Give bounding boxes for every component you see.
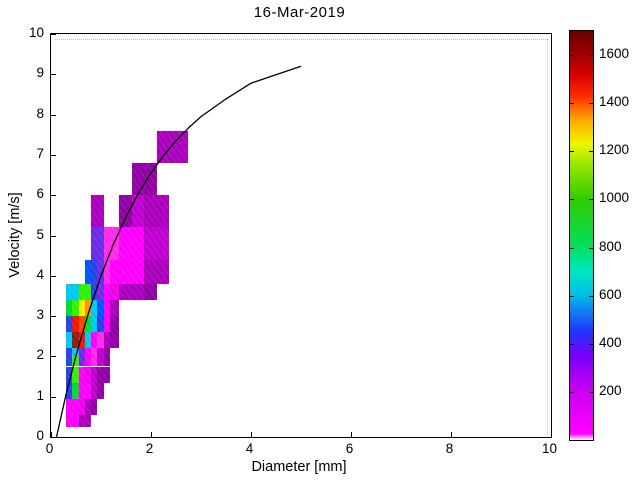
heatmap-cell (97, 366, 110, 383)
colorbar-tick (570, 103, 574, 105)
x-tick (250, 432, 252, 437)
colorbar-tick (589, 199, 593, 201)
y-tick-label: 0 (36, 428, 44, 443)
colorbar-tick (570, 391, 574, 393)
heatmap-cell (131, 163, 157, 196)
colorbar-tick-label: 400 (599, 334, 622, 350)
heatmap-cell (78, 414, 92, 427)
y-tick (50, 34, 56, 35)
colorbar-tick (589, 151, 593, 153)
heatmap-cell (97, 382, 104, 399)
colorbar-tick-label: 600 (599, 286, 622, 302)
heatmap-cell (109, 316, 120, 333)
colorbar-tick (589, 295, 593, 297)
y-tick-label: 5 (36, 226, 44, 242)
heatmap-cell (144, 195, 170, 228)
heatmap-cell (131, 283, 145, 300)
y-tick-label: 2 (36, 347, 44, 363)
colorbar-tick (589, 391, 593, 393)
heatmap-cell (119, 283, 132, 300)
x-tick-label: 8 (445, 441, 454, 456)
x-tick (550, 432, 552, 437)
colorbar-tick-label: 200 (599, 382, 622, 398)
colorbar-tick (589, 55, 593, 57)
heatmap-cell (109, 332, 120, 349)
y-tick (50, 114, 56, 116)
colorbar-tick-label: 1200 (599, 142, 630, 158)
heatmap-cell (109, 283, 120, 300)
x-tick-label: 10 (541, 441, 558, 456)
heatmap-cell (156, 130, 189, 163)
x-tick-label: 0 (45, 441, 54, 456)
y-tick (50, 437, 56, 438)
y-tick-label: 9 (36, 65, 44, 81)
y-tick-label: 4 (36, 266, 44, 282)
x-tick (450, 432, 452, 437)
colorbar-tick (570, 55, 574, 57)
x-tick (50, 432, 52, 437)
heatmap-cell (78, 283, 92, 300)
heatmap-cell (78, 382, 92, 399)
colorbar-tick-label: 1600 (599, 46, 630, 62)
x-tick (150, 432, 152, 437)
heatmap-cell (66, 398, 79, 415)
heatmap-cell (91, 398, 98, 415)
heatmap-cell (103, 348, 110, 367)
colorbar-tick-label: 800 (599, 238, 622, 254)
colorbar-tick (570, 199, 574, 201)
x-tick (350, 432, 352, 437)
y-tick-label: 8 (36, 105, 44, 121)
colorbar-tick (570, 247, 574, 249)
heatmap-cell (144, 259, 170, 284)
mesh-edge-right (546, 39, 548, 435)
mesh-edge-top (54, 39, 548, 40)
colorbar-tick (589, 103, 593, 105)
y-tick (50, 195, 56, 197)
y-tick (50, 235, 56, 237)
y-tick-label: 7 (36, 145, 44, 161)
y-tick (50, 275, 56, 277)
heatmap-cell (66, 283, 79, 300)
x-tick-label: 2 (145, 441, 154, 456)
colorbar-tick (589, 343, 593, 345)
heatmap-cell (66, 414, 79, 427)
plot-area (49, 33, 552, 438)
heatmap-cell (91, 195, 104, 228)
heatmap-cell (91, 227, 104, 260)
colorbar-tick-label: 1400 (599, 94, 630, 110)
page-title: 16-Mar-2019 (253, 4, 346, 21)
x-tick-label: 4 (245, 441, 254, 456)
y-tick-label: 6 (36, 186, 44, 202)
heatmap-cell (119, 227, 145, 260)
y-axis-label: Velocity [m/s] (7, 192, 23, 278)
y-tick (50, 356, 56, 358)
colorbar-tick (589, 247, 593, 249)
colorbar-tick (570, 151, 574, 153)
y-tick-label: 1 (36, 387, 44, 403)
colorbar-tick (570, 343, 574, 345)
heatmap-cell (109, 300, 120, 317)
y-tick (50, 316, 56, 318)
colorbar-tick (570, 295, 574, 297)
y-tick (50, 396, 56, 398)
heatmap-cell (119, 195, 132, 228)
heatmap-cell (109, 259, 120, 284)
heatmap-cell (103, 227, 120, 260)
x-tick-label: 6 (345, 441, 354, 456)
heatmap-cell (131, 195, 145, 228)
heatmap-cell (144, 283, 157, 300)
heatmap-cell (144, 227, 170, 260)
y-tick-label: 10 (28, 25, 44, 40)
colorbar-tick-label: 1000 (599, 190, 630, 206)
colorbar (569, 30, 594, 441)
x-axis-label: Diameter [mm] (251, 459, 347, 475)
y-tick-label: 3 (36, 307, 44, 323)
y-tick (50, 154, 56, 156)
y-tick (50, 74, 56, 76)
heatmap-cell (119, 259, 145, 284)
